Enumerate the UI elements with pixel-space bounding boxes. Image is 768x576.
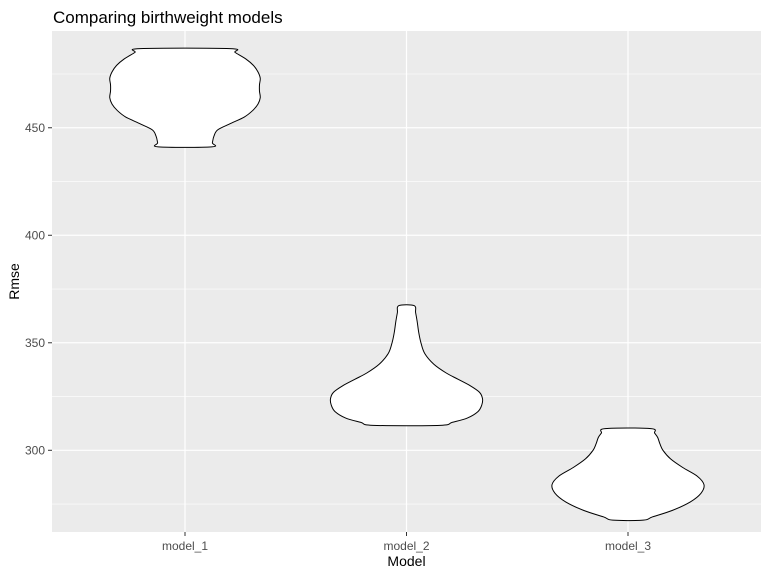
x-tick-label: model_3: [605, 539, 651, 553]
violin-model-3: [551, 427, 705, 522]
x-tick-label: model_1: [162, 539, 208, 553]
y-tick-label: 300: [25, 443, 45, 457]
y-tick-label: 450: [25, 121, 45, 135]
violin-layer: [109, 47, 705, 522]
y-tick-label: 350: [25, 336, 45, 350]
chart-title: Comparing birthweight models: [53, 8, 283, 27]
violin-model-1: [109, 47, 261, 148]
y-tick-label: 400: [25, 228, 45, 242]
x-axis-title: Model: [387, 553, 425, 569]
tick-layer: 300 350 400 450 model_1 model_2 model_3: [25, 121, 651, 553]
violin-model-2: [329, 304, 484, 427]
x-tick-label: model_2: [383, 539, 429, 553]
y-axis-title: Rmse: [6, 263, 22, 300]
